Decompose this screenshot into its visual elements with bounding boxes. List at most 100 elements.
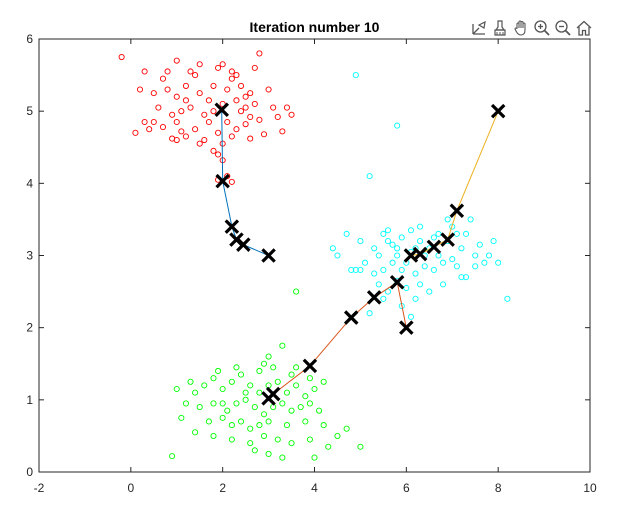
- data-point: [481, 259, 488, 266]
- centroid-marker: [302, 358, 318, 374]
- axes-box: [38, 38, 591, 473]
- data-point: [210, 147, 217, 154]
- data-point: [215, 367, 222, 375]
- centroid-marker: [215, 173, 230, 189]
- brush-icon[interactable]: [490, 18, 510, 38]
- data-point: [293, 382, 300, 389]
- data-point: [228, 378, 235, 385]
- data-point: [458, 274, 465, 281]
- data-point: [210, 375, 217, 382]
- data-point: [407, 313, 414, 320]
- data-point: [366, 173, 373, 180]
- data-point: [302, 393, 309, 400]
- data-point: [215, 151, 222, 158]
- data-point: [417, 281, 424, 288]
- data-point: [242, 104, 249, 111]
- data-point: [256, 116, 263, 123]
- data-point: [316, 407, 323, 414]
- data-points: [118, 50, 511, 461]
- data-point: [352, 72, 359, 79]
- data-point: [449, 256, 456, 263]
- data-point: [192, 429, 199, 436]
- data-point: [490, 238, 497, 245]
- data-point: [288, 440, 295, 447]
- data-point: [173, 385, 180, 393]
- data-point: [274, 436, 281, 443]
- data-point: [210, 432, 217, 439]
- data-point: [224, 86, 231, 93]
- data-point: [192, 72, 199, 79]
- centroid-marker: [490, 103, 506, 119]
- data-point: [224, 118, 231, 126]
- data-point: [228, 422, 235, 429]
- data-point: [155, 104, 162, 111]
- data-point: [426, 288, 433, 295]
- data-point: [210, 108, 217, 115]
- x-tick-label: -2: [34, 481, 45, 495]
- data-point: [173, 93, 180, 100]
- data-point: [311, 454, 318, 461]
- data-point: [173, 136, 180, 144]
- data-point: [260, 411, 268, 418]
- data-point: [265, 86, 272, 93]
- data-point: [444, 216, 451, 223]
- centroid-marker: [343, 310, 359, 325]
- data-point: [192, 126, 199, 133]
- data-point: [182, 82, 189, 89]
- data-point: [361, 259, 369, 266]
- data-point: [205, 418, 212, 425]
- data-point: [274, 113, 281, 120]
- data-point: [251, 403, 258, 411]
- data-point: [237, 82, 245, 89]
- data-point: [215, 129, 222, 136]
- data-point: [237, 371, 245, 378]
- centroid-marker: [261, 391, 276, 406]
- data-point: [380, 295, 387, 302]
- pan-hand-icon[interactable]: [511, 18, 531, 38]
- data-point: [247, 440, 254, 447]
- data-point: [430, 234, 437, 241]
- data-point: [205, 118, 212, 126]
- data-point: [371, 270, 378, 277]
- data-point: [187, 378, 194, 385]
- axes-edit-icon[interactable]: [469, 18, 489, 38]
- data-point: [136, 86, 144, 93]
- data-point: [233, 126, 240, 133]
- data-point: [182, 133, 189, 140]
- data-point: [196, 403, 203, 411]
- data-point: [394, 252, 401, 259]
- data-point: [219, 385, 226, 393]
- zoom-out-icon[interactable]: [553, 18, 573, 38]
- data-point: [196, 90, 203, 97]
- x-tick-label: 0: [127, 481, 134, 495]
- centroid-marker: [399, 320, 414, 335]
- data-point: [265, 353, 272, 360]
- data-point: [173, 118, 180, 126]
- x-tick-label: 2: [219, 481, 226, 495]
- data-point: [237, 418, 245, 425]
- data-point: [462, 274, 470, 281]
- data-point: [417, 223, 424, 230]
- data-point: [196, 61, 203, 68]
- data-point: [435, 230, 442, 237]
- data-point: [421, 263, 428, 270]
- data-point: [173, 57, 180, 64]
- data-point: [215, 64, 222, 71]
- data-point: [256, 367, 263, 375]
- data-point: [182, 97, 189, 104]
- data-point: [485, 252, 493, 259]
- data-point: [357, 266, 364, 273]
- data-point: [247, 135, 254, 142]
- data-point: [118, 53, 125, 61]
- zoom-in-icon[interactable]: [532, 18, 552, 38]
- data-point: [417, 238, 424, 245]
- home-icon[interactable]: [574, 18, 594, 38]
- data-point: [371, 245, 378, 252]
- centroid-marker: [366, 290, 382, 305]
- data-point: [357, 238, 364, 245]
- data-point: [150, 118, 157, 126]
- data-point: [182, 400, 189, 407]
- centroid-marker: [440, 232, 455, 247]
- data-point: [178, 108, 185, 115]
